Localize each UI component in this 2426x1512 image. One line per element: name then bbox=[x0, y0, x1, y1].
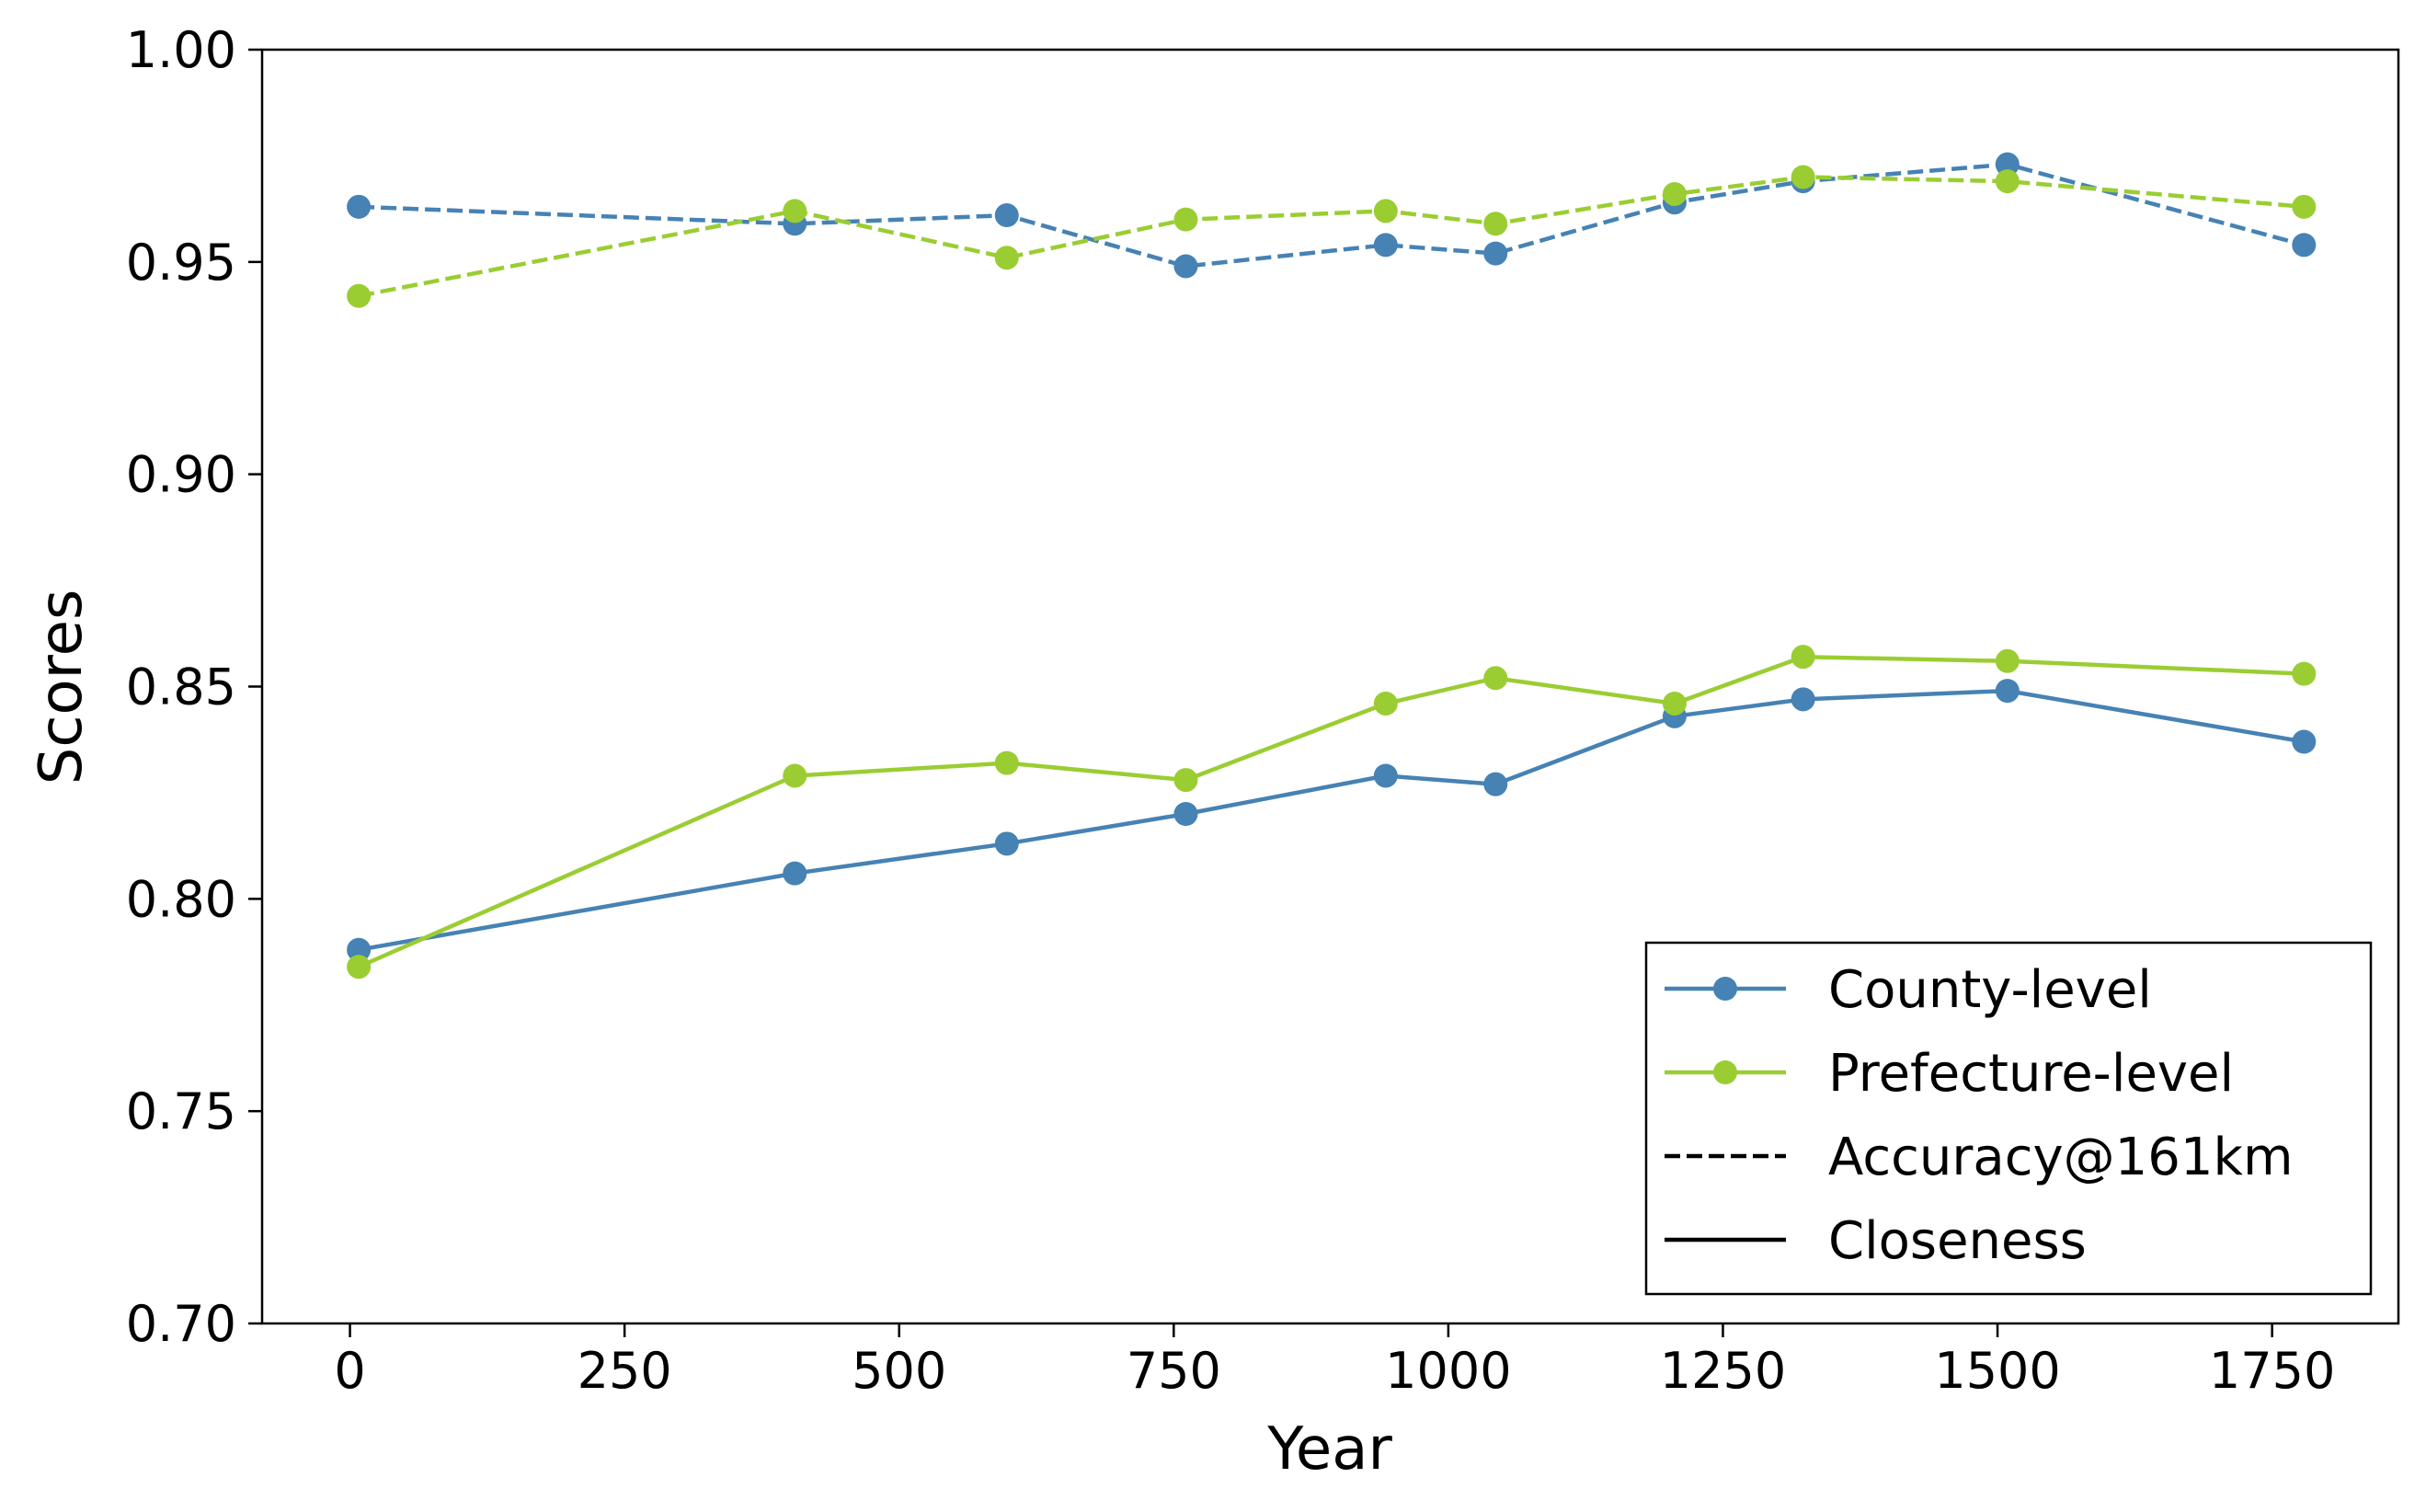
data-point-county-level-accuracy-161km bbox=[1995, 152, 2020, 177]
data-point-prefecture-level-accuracy-161km bbox=[1483, 212, 1508, 236]
data-point-county-level-accuracy-161km bbox=[1373, 233, 1398, 258]
series-line-prefecture-level-closeness bbox=[358, 654, 2305, 969]
y-tick-label: 0.70 bbox=[126, 1295, 236, 1353]
legend-marker-prefecture-level bbox=[1713, 1060, 1737, 1084]
data-point-county-level-closeness bbox=[1995, 679, 2020, 704]
data-point-prefecture-level-closeness bbox=[1995, 648, 2020, 673]
data-point-prefecture-level-accuracy-161km bbox=[1662, 181, 1687, 206]
x-axis-ticks: 0 250 500 750 1000 1250 1500 1750 bbox=[334, 1323, 2335, 1400]
data-point-prefecture-level-closeness bbox=[347, 955, 372, 979]
legend-label-county-level: County-level bbox=[1828, 960, 2152, 1020]
data-point-county-level-closeness bbox=[1173, 802, 1198, 826]
data-point-prefecture-level-closeness bbox=[1173, 768, 1198, 793]
data-point-prefecture-level-closeness bbox=[1483, 666, 1508, 691]
data-point-prefecture-level-closeness bbox=[1373, 691, 1398, 716]
data-point-prefecture-level-accuracy-161km bbox=[1373, 199, 1398, 223]
data-point-county-level-accuracy-161km bbox=[2292, 233, 2317, 258]
data-point-prefecture-level-accuracy-161km bbox=[2292, 194, 2317, 219]
data-point-prefecture-level-closeness bbox=[1662, 691, 1687, 716]
legend-box bbox=[1644, 941, 2373, 1296]
data-point-prefecture-level-accuracy-161km bbox=[1791, 165, 1815, 189]
legend-label-prefecture-level: Prefecture-level bbox=[1828, 1044, 2234, 1104]
x-tick-label: 750 bbox=[1127, 1342, 1221, 1400]
x-tick-label: 500 bbox=[852, 1342, 946, 1400]
series-line-county-level-accuracy-161km bbox=[359, 162, 2305, 269]
series-line-prefecture-level-accuracy-161km bbox=[358, 175, 2305, 299]
x-tick-label: 1500 bbox=[1934, 1342, 2060, 1400]
y-axis-label: Scores bbox=[28, 590, 96, 785]
data-point-county-level-closeness bbox=[1483, 772, 1508, 796]
data-point-county-level-closeness bbox=[1791, 687, 1815, 712]
y-tick-label: 0.80 bbox=[126, 870, 236, 928]
y-tick-label: 1.00 bbox=[126, 21, 236, 79]
data-point-prefecture-level-accuracy-161km bbox=[994, 246, 1019, 270]
x-axis-label: Year bbox=[1266, 1415, 1392, 1483]
legend-label-accuracy-161km: Accuracy@161km bbox=[1828, 1128, 2294, 1187]
x-tick-label: 1750 bbox=[2209, 1342, 2335, 1400]
data-point-county-level-closeness bbox=[347, 937, 372, 962]
x-tick-label: 1250 bbox=[1660, 1342, 1786, 1400]
x-tick-label: 0 bbox=[334, 1342, 365, 1400]
data-point-county-level-accuracy-161km bbox=[994, 203, 1019, 228]
data-point-prefecture-level-accuracy-161km bbox=[347, 283, 372, 308]
data-point-prefecture-level-closeness bbox=[994, 750, 1019, 775]
data-point-prefecture-level-accuracy-161km bbox=[783, 199, 807, 223]
data-point-prefecture-level-closeness bbox=[2292, 661, 2317, 686]
data-point-county-level-accuracy-161km bbox=[1173, 254, 1198, 279]
y-tick-label: 0.85 bbox=[126, 659, 236, 716]
data-point-prefecture-level-accuracy-161km bbox=[1995, 169, 2020, 194]
legend: County-level Prefecture-level Accuracy@161… bbox=[1644, 941, 2373, 1296]
y-tick-label: 0.75 bbox=[126, 1082, 236, 1140]
data-point-county-level-closeness bbox=[2292, 729, 2317, 754]
data-point-county-level-accuracy-161km bbox=[1483, 241, 1508, 266]
data-point-county-level-accuracy-161km bbox=[347, 194, 372, 219]
data-point-county-level-closeness bbox=[994, 831, 1019, 856]
data-point-prefecture-level-accuracy-161km bbox=[1173, 207, 1198, 232]
data-point-prefecture-level-closeness bbox=[1791, 645, 1815, 670]
legend-marker-county-level bbox=[1713, 977, 1737, 1001]
series-line-county-level-closeness bbox=[358, 688, 2305, 952]
y-axis-ticks: 0.70 0.75 0.80 0.85 0.90 0.95 1.00 bbox=[126, 21, 262, 1353]
data-point-county-level-closeness bbox=[1373, 763, 1398, 788]
x-tick-label: 250 bbox=[578, 1342, 672, 1400]
legend-label-closeness: Closeness bbox=[1828, 1211, 2087, 1271]
x-tick-label: 1000 bbox=[1385, 1342, 1511, 1400]
data-point-prefecture-level-closeness bbox=[783, 763, 807, 788]
data-point-county-level-closeness bbox=[783, 861, 807, 886]
y-tick-label: 0.90 bbox=[126, 446, 236, 504]
y-tick-label: 0.95 bbox=[126, 234, 236, 292]
series-layer bbox=[347, 152, 2317, 979]
